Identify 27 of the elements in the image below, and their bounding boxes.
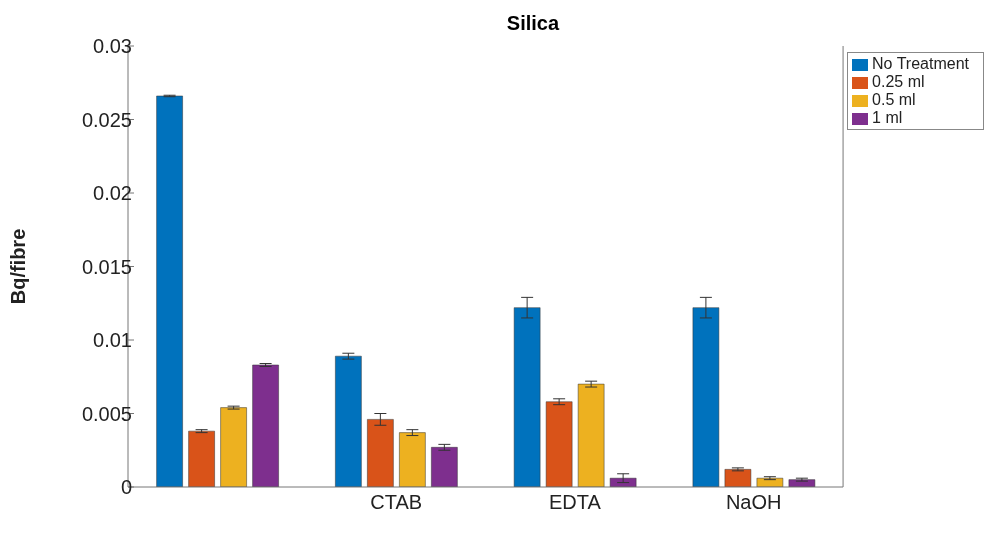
x-tick-label: NaOH [725, 491, 782, 514]
bar [335, 355, 362, 487]
bar [756, 477, 784, 487]
legend-label: 0.25 ml [872, 73, 925, 90]
legend-label: 1 ml [872, 109, 903, 126]
y-tick-label: 0 [120, 476, 132, 499]
bar [156, 95, 183, 487]
y-tick-label: 0.01 [93, 329, 132, 352]
legend-label: 0.5 ml [872, 91, 916, 108]
y-tick-label: 0.005 [81, 402, 132, 425]
bar [724, 469, 752, 487]
bar [399, 432, 426, 487]
bar [431, 447, 458, 487]
bar [545, 401, 573, 487]
y-tick-label: 0.025 [81, 108, 132, 131]
y-tick-label: 0.015 [81, 255, 132, 278]
bar [220, 407, 247, 487]
bar [577, 383, 605, 487]
bar [252, 364, 279, 487]
legend-label: No Treatment [872, 55, 969, 72]
y-tick-label: 0.03 [93, 35, 132, 58]
y-tick-label: 0.02 [93, 182, 132, 205]
x-tick-label: CTAB [370, 491, 423, 514]
bar [188, 430, 215, 487]
chart-title: Silica [505, 12, 561, 35]
y-axis-title: Bq/fibre [7, 228, 30, 305]
x-tick-label: EDTA [548, 491, 602, 514]
